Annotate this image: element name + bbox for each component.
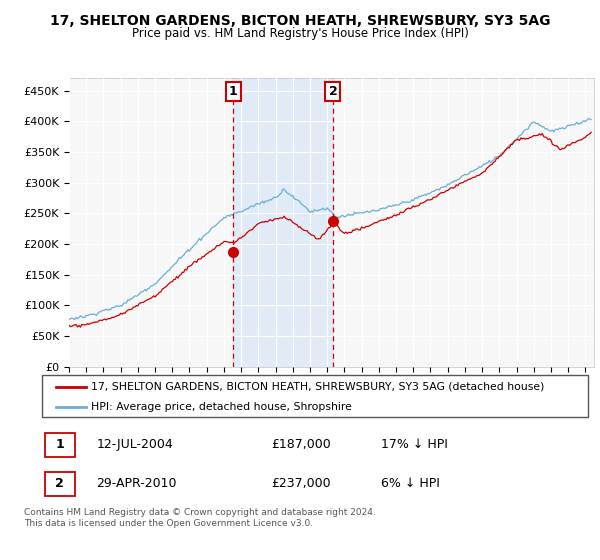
FancyBboxPatch shape bbox=[45, 472, 75, 496]
Text: Contains HM Land Registry data © Crown copyright and database right 2024.
This d: Contains HM Land Registry data © Crown c… bbox=[24, 508, 376, 528]
Text: 6% ↓ HPI: 6% ↓ HPI bbox=[380, 478, 439, 491]
Text: HPI: Average price, detached house, Shropshire: HPI: Average price, detached house, Shro… bbox=[91, 402, 352, 412]
Text: 17% ↓ HPI: 17% ↓ HPI bbox=[380, 438, 448, 451]
Text: 17, SHELTON GARDENS, BICTON HEATH, SHREWSBURY, SY3 5AG (detached house): 17, SHELTON GARDENS, BICTON HEATH, SHREW… bbox=[91, 382, 545, 392]
Text: 12-JUL-2004: 12-JUL-2004 bbox=[97, 438, 173, 451]
Text: 29-APR-2010: 29-APR-2010 bbox=[97, 478, 177, 491]
FancyBboxPatch shape bbox=[42, 375, 588, 417]
Text: 1: 1 bbox=[229, 85, 238, 98]
Text: Price paid vs. HM Land Registry's House Price Index (HPI): Price paid vs. HM Land Registry's House … bbox=[131, 27, 469, 40]
Text: 2: 2 bbox=[329, 85, 337, 98]
Text: 17, SHELTON GARDENS, BICTON HEATH, SHREWSBURY, SY3 5AG: 17, SHELTON GARDENS, BICTON HEATH, SHREW… bbox=[50, 14, 550, 28]
Bar bbox=[233, 78, 333, 367]
Text: 2: 2 bbox=[55, 478, 64, 491]
Text: £237,000: £237,000 bbox=[271, 478, 331, 491]
FancyBboxPatch shape bbox=[45, 433, 75, 456]
Text: 1: 1 bbox=[55, 438, 64, 451]
Text: £187,000: £187,000 bbox=[271, 438, 331, 451]
